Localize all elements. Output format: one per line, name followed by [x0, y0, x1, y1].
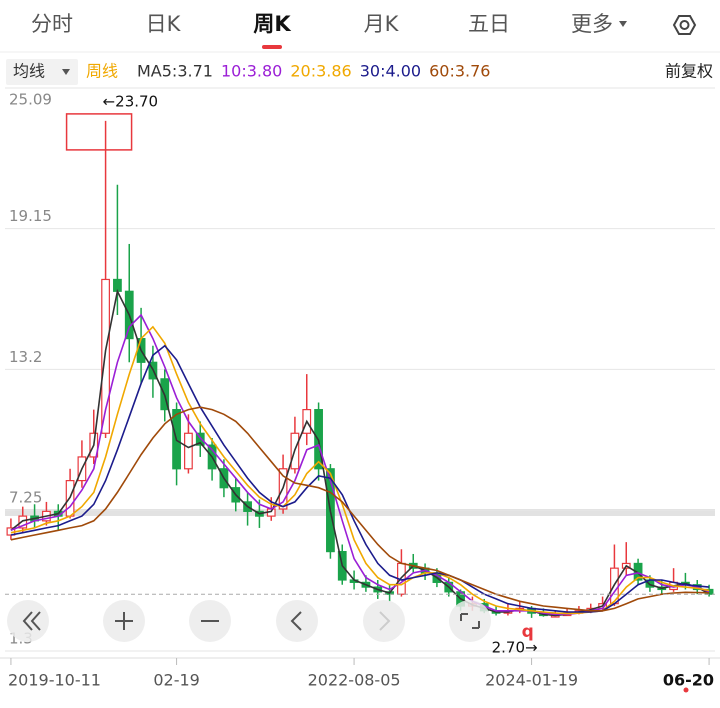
legend-entry: 30:4.00	[360, 62, 421, 81]
ma-line	[10, 344, 710, 613]
settings-hexagon	[672, 15, 697, 35]
y-tick-label: 7.25	[9, 489, 42, 507]
tab[interactable]: 月K	[364, 12, 400, 36]
nav-button[interactable]	[276, 600, 318, 642]
settings-dot	[679, 20, 690, 30]
candle-body	[18, 515, 28, 529]
highlight-band	[5, 509, 715, 516]
tab-underline	[262, 45, 282, 49]
nav-button-icon	[379, 611, 391, 631]
adjust-label[interactable]: 前复权	[665, 62, 713, 81]
x-tick-label: 2022-08-05	[308, 671, 401, 690]
x-tick-label: 06-20	[663, 671, 714, 690]
ma-line	[10, 406, 710, 612]
y-tick-label: 25.09	[9, 91, 52, 109]
more-caret	[619, 21, 627, 27]
candle-body	[195, 432, 205, 446]
x-tick-label: 2024-01-19	[485, 671, 578, 690]
nav-button[interactable]	[189, 600, 231, 642]
ma-menu-bg	[6, 59, 78, 85]
nav-button-bg	[363, 600, 405, 642]
tab[interactable]: 更多	[571, 12, 613, 36]
marker: q	[522, 622, 534, 642]
nav-button[interactable]	[7, 600, 49, 642]
nav-button-icon	[290, 611, 302, 631]
nav-button-icon	[115, 612, 133, 630]
legend-entry: 20:3.86	[290, 62, 351, 81]
nav-button-icon	[22, 611, 41, 631]
tabs: 分时 日K 周K 月K 五日 更多	[31, 12, 627, 49]
tab[interactable]: 五日	[468, 12, 510, 36]
ma-menu[interactable]: 均线	[13, 62, 45, 81]
candle-body	[184, 432, 193, 470]
ma-caret	[62, 69, 70, 75]
toolbar: 均线 周线 前复权 MA5:3.71 10:3.80 20:3.86 30:4.00 60:3…	[6, 59, 713, 85]
tab[interactable]: 日K	[146, 12, 182, 36]
tab[interactable]: 分时	[31, 12, 73, 36]
nav-button[interactable]	[103, 600, 145, 642]
current-dot	[683, 687, 689, 693]
candle-body	[633, 562, 643, 581]
settings-icon[interactable]	[672, 15, 697, 35]
max-label: ←23.70	[103, 92, 159, 110]
nav-button-bg	[449, 600, 491, 642]
nav-button[interactable]	[363, 600, 405, 642]
nav-button-icon	[460, 613, 480, 629]
nav-button-bg	[276, 600, 318, 642]
min-label: 2.70→	[492, 638, 538, 656]
plot: 1.37.2513.219.1525.092019-10-1102-192022…	[0, 87, 720, 693]
legend-entry: 10:3.80	[221, 62, 282, 81]
y-tick-label: 19.15	[9, 207, 52, 225]
tab[interactable]: 周K	[253, 12, 291, 36]
ma-line	[10, 288, 710, 617]
period-label: 周线	[86, 62, 118, 81]
legend-entry: 60:3.76	[429, 62, 490, 81]
x-tick-label: 02-19	[153, 671, 200, 690]
y-tick-label: 13.2	[9, 348, 42, 366]
max-box	[65, 113, 133, 151]
nav-button[interactable]	[449, 600, 491, 642]
nav-buttons	[7, 600, 491, 642]
nav-button-bg	[7, 600, 49, 642]
candle-body	[113, 278, 122, 292]
x-tick-label: 2019-10-11	[8, 671, 101, 690]
legend-entry: MA5:3.71	[137, 62, 213, 81]
